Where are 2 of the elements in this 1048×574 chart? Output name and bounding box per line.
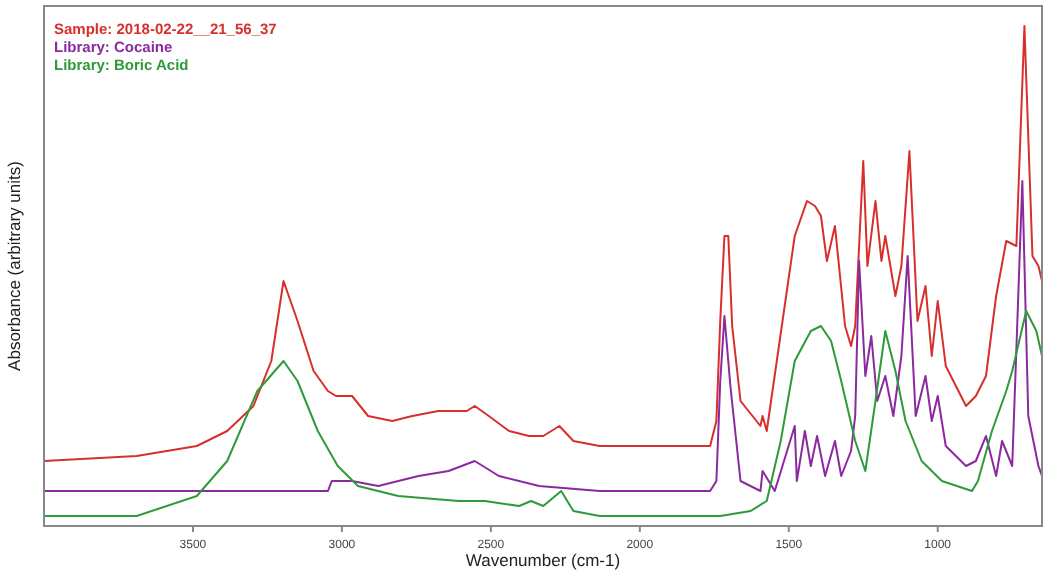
x-axis-title: Wavenumber (cm-1) xyxy=(465,550,621,570)
y-axis-title: Absorbance (arbitrary units) xyxy=(4,160,24,371)
